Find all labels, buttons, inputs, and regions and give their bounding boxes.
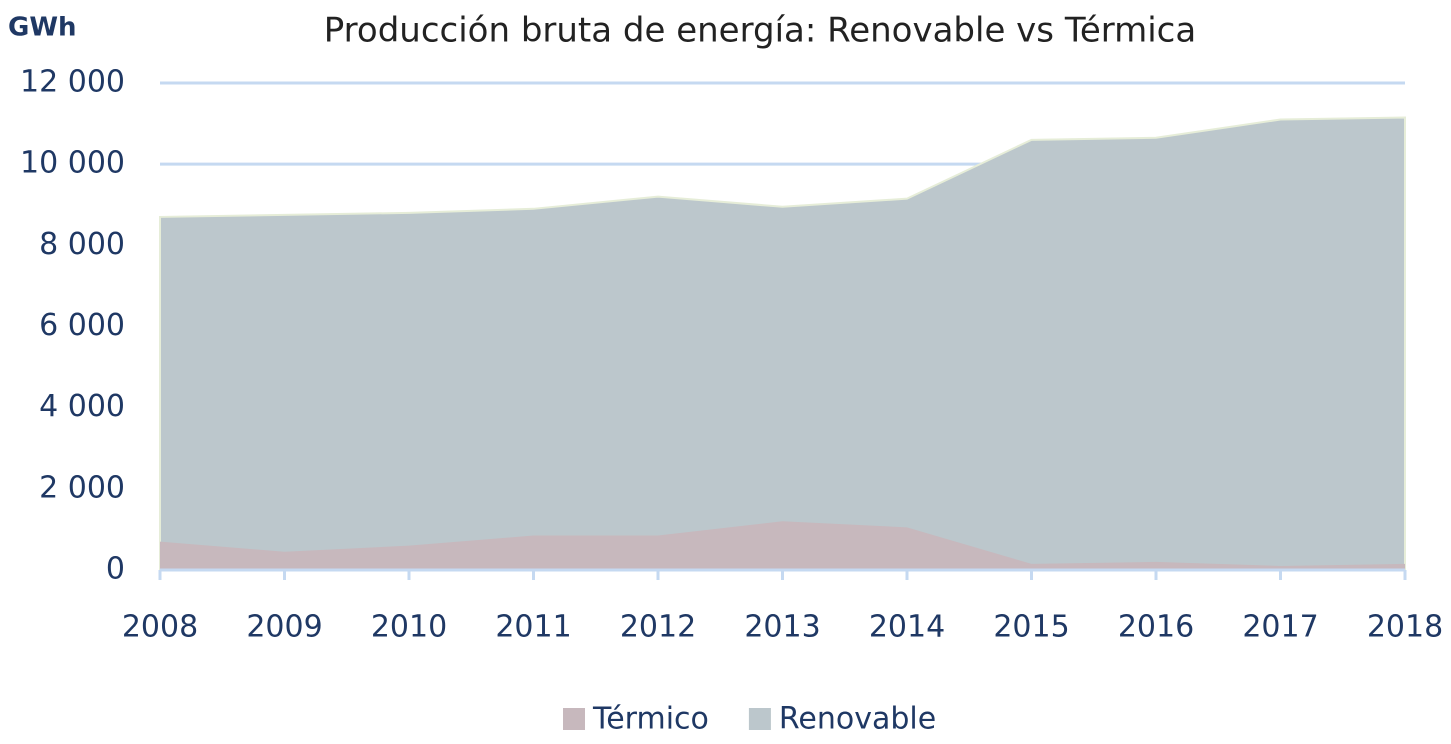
x-tick-label: 2008 — [122, 610, 198, 645]
x-tick-label: 2011 — [495, 610, 571, 645]
y-tick-label: 8 000 — [39, 227, 125, 262]
chart-title: Producción bruta de energía: Renovable v… — [324, 11, 1196, 51]
legend-swatch — [563, 708, 585, 730]
y-axis-label: GWh — [8, 13, 77, 43]
y-tick-label: 0 — [106, 552, 125, 587]
x-tick-label: 2013 — [744, 610, 820, 645]
x-tick-label: 2009 — [246, 610, 322, 645]
y-tick-label: 2 000 — [39, 470, 125, 505]
legend-label: Renovable — [779, 702, 936, 737]
x-tick-label: 2012 — [620, 610, 696, 645]
legend-label: Térmico — [592, 702, 709, 737]
x-tick-label: 2016 — [1118, 610, 1194, 645]
x-tick-label: 2018 — [1367, 610, 1443, 645]
legend-swatch — [748, 708, 771, 730]
x-tick-label: 2017 — [1242, 610, 1318, 645]
x-tick-label: 2014 — [869, 610, 945, 645]
area — [159, 116, 1406, 571]
y-tick-label: 6 000 — [39, 308, 125, 343]
y-tick-label: 10 000 — [20, 146, 125, 181]
x-tick-label: 2015 — [993, 610, 1069, 645]
x-tick-label: 2010 — [371, 610, 447, 645]
area — [160, 521, 1405, 570]
y-tick-label: 4 000 — [39, 389, 125, 424]
y-tick-label: 12 000 — [20, 65, 125, 100]
